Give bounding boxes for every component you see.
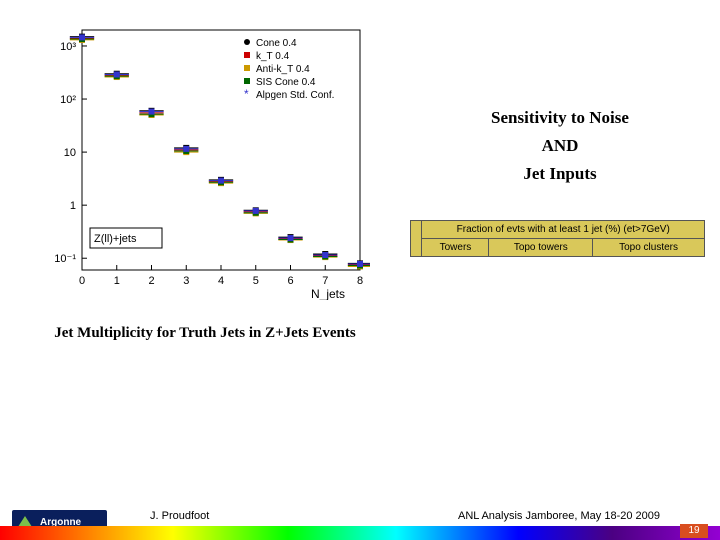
jet-multiplicity-chart: 0 1 2 3 4 5 6 7 8 10⁻¹ 1 10 10² 10³ N_jets Z(ll)+jets Co… xyxy=(40,20,370,300)
svg-text:Anti-k_T 0.4: Anti-k_T 0.4 xyxy=(256,64,310,75)
right-title-2: AND xyxy=(420,136,700,156)
svg-text:3: 3 xyxy=(183,275,189,287)
fraction-table: Fraction of evts with at least 1 jet (%)… xyxy=(410,220,705,257)
svg-text:6: 6 xyxy=(287,275,293,287)
chart-svg: 0 1 2 3 4 5 6 7 8 10⁻¹ 1 10 10² 10³ N_jets Z(ll)+jets Co… xyxy=(40,20,370,300)
right-title-3: Jet Inputs xyxy=(420,164,700,184)
svg-text:Z(ll)+jets: Z(ll)+jets xyxy=(94,233,137,245)
svg-text:SIS Cone 0.4: SIS Cone 0.4 xyxy=(256,77,316,88)
svg-text:5: 5 xyxy=(253,275,259,287)
svg-text:1: 1 xyxy=(70,200,76,212)
svg-text:*: * xyxy=(244,87,249,101)
svg-text:4: 4 xyxy=(218,275,224,287)
fraction-table-area: Fraction of evts with at least 1 jet (%)… xyxy=(410,220,705,257)
chart-caption: Jet Multiplicity for Truth Jets in Z+Jet… xyxy=(30,325,380,342)
svg-text:7: 7 xyxy=(322,275,328,287)
footer-author: J. Proudfoot xyxy=(150,510,209,522)
right-title-block: Sensitivity to Noise AND Jet Inputs xyxy=(420,100,700,192)
svg-text:2: 2 xyxy=(148,275,154,287)
svg-text:10³: 10³ xyxy=(60,41,76,53)
svg-text:k_T 0.4: k_T 0.4 xyxy=(256,51,290,62)
svg-text:Alpgen Std. Conf.: Alpgen Std. Conf. xyxy=(256,90,334,101)
svg-text:10²: 10² xyxy=(60,94,76,106)
svg-text:10: 10 xyxy=(64,147,76,159)
svg-text:0: 0 xyxy=(79,275,85,287)
footer-rainbow-bar xyxy=(0,526,720,540)
svg-text:Cone 0.4: Cone 0.4 xyxy=(256,38,297,49)
right-title-1: Sensitivity to Noise xyxy=(420,108,700,128)
footer-event: ANL Analysis Jamboree, May 18-20 2009 xyxy=(458,510,660,522)
svg-text:1: 1 xyxy=(114,275,120,287)
svg-text:10⁻¹: 10⁻¹ xyxy=(54,253,76,265)
footer: Argonne J. Proudfoot ANL Analysis Jambor… xyxy=(0,504,720,540)
footer-page-number: 19 xyxy=(680,524,708,538)
svg-text:8: 8 xyxy=(357,275,363,287)
svg-text:N_jets: N_jets xyxy=(311,287,345,300)
